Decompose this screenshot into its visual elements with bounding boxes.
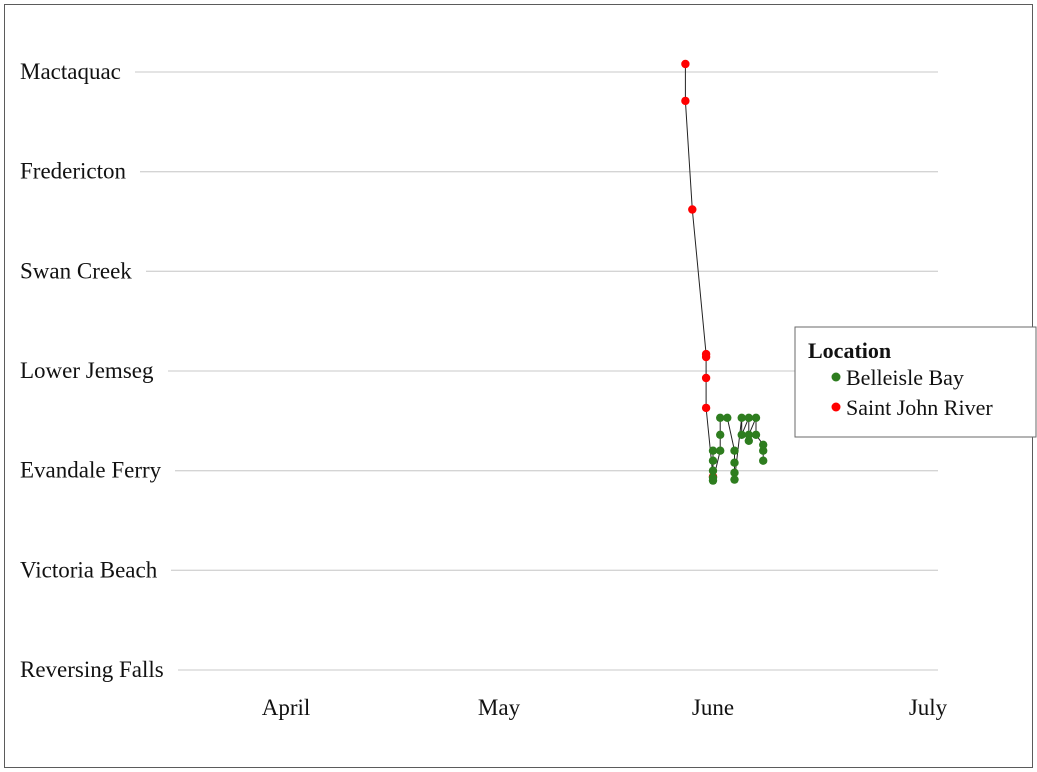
point-belleisle-bay-17 bbox=[744, 430, 753, 439]
y-tick-label-fredericton: Fredericton bbox=[20, 159, 127, 184]
legend-box bbox=[794, 326, 1037, 438]
data-points bbox=[681, 59, 768, 485]
y-tick-label-swan-creek: Swan Creek bbox=[20, 258, 132, 283]
point-belleisle-bay-16 bbox=[744, 436, 753, 445]
point-belleisle-bay-6 bbox=[716, 430, 725, 439]
point-saint-john-river-0 bbox=[681, 59, 690, 69]
point-belleisle-bay-20 bbox=[759, 440, 768, 449]
legend-label-belleisle-bay: Belleisle Bay bbox=[846, 365, 964, 390]
point-saint-john-river-4 bbox=[701, 352, 711, 362]
point-belleisle-bay-22 bbox=[759, 456, 768, 465]
legend-title: Location bbox=[808, 338, 891, 363]
y-axis-tick-labels: Reversing Falls Victoria Beach Evandale Fe… bbox=[20, 59, 164, 682]
y-tick-label-evandale-ferry: Evandale Ferry bbox=[20, 458, 162, 483]
legend-marker-belleisle-bay bbox=[831, 372, 841, 382]
point-belleisle-bay-12 bbox=[730, 475, 739, 484]
y-tick-label-lower-jemseg: Lower Jemseg bbox=[20, 358, 154, 383]
point-belleisle-bay-0 bbox=[708, 446, 718, 455]
point-belleisle-bay-13 bbox=[737, 413, 746, 422]
legend: Location Belleisle Bay Saint John River bbox=[794, 326, 1037, 438]
point-belleisle-bay-9 bbox=[730, 446, 739, 455]
x-tick-label-july: July bbox=[909, 695, 948, 720]
point-saint-john-river-1 bbox=[681, 96, 690, 106]
point-belleisle-bay-11 bbox=[730, 468, 739, 477]
point-belleisle-bay-15 bbox=[744, 413, 753, 422]
legend-label-saint-john-river: Saint John River bbox=[846, 395, 993, 420]
x-tick-label-april: April bbox=[262, 695, 311, 720]
x-axis-tick-labels: April May June July bbox=[262, 695, 948, 720]
y-tick-label-mactaquac: Mactaquac bbox=[20, 59, 121, 84]
point-belleisle-bay-19 bbox=[751, 430, 761, 439]
point-belleisle-bay-1 bbox=[708, 456, 718, 465]
point-saint-john-river-5 bbox=[701, 373, 711, 383]
point-belleisle-bay-2 bbox=[708, 466, 718, 475]
gridlines bbox=[135, 71, 938, 671]
point-belleisle-bay-7 bbox=[716, 413, 725, 422]
legend-entries: Belleisle Bay Saint John River bbox=[831, 365, 993, 420]
point-belleisle-bay-4 bbox=[708, 476, 718, 485]
point-belleisle-bay-8 bbox=[723, 413, 732, 422]
y-tick-label-reversing-falls: Reversing Falls bbox=[20, 657, 164, 682]
point-saint-john-river-2 bbox=[688, 205, 697, 214]
point-belleisle-bay-18 bbox=[751, 413, 761, 422]
x-tick-label-june: June bbox=[692, 695, 734, 720]
point-saint-john-river-6 bbox=[701, 403, 711, 413]
point-belleisle-bay-21 bbox=[759, 446, 768, 455]
x-tick-label-may: May bbox=[478, 695, 521, 720]
legend-marker-saint-john-river bbox=[831, 402, 841, 412]
point-belleisle-bay-5 bbox=[716, 446, 725, 455]
y-tick-label-victoria-beach: Victoria Beach bbox=[20, 557, 158, 582]
point-belleisle-bay-14 bbox=[737, 430, 746, 439]
point-belleisle-bay-10 bbox=[730, 458, 739, 467]
